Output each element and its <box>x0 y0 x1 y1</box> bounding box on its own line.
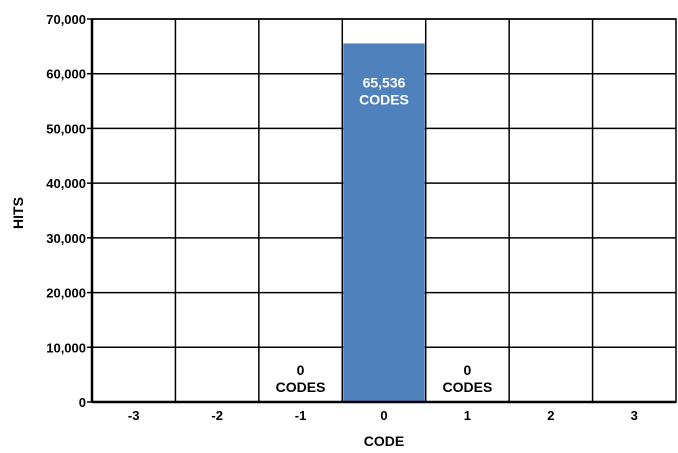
x-tick-label: 1 <box>464 408 471 423</box>
data-label: CODES <box>276 379 326 395</box>
x-tick-label: 0 <box>380 408 387 423</box>
data-label: 65,536 <box>363 74 406 90</box>
y-tick-label: 50,000 <box>46 121 86 136</box>
x-axis-ticks: -3 -2 -1 0 1 2 3 <box>128 408 638 423</box>
y-tick-label: 70,000 <box>46 12 86 27</box>
x-tick-label: 2 <box>547 408 554 423</box>
y-tick-label: 20,000 <box>46 286 86 301</box>
y-tick-label: 10,000 <box>46 340 86 355</box>
x-tick-label: -3 <box>128 408 140 423</box>
y-tick-label: 40,000 <box>46 176 86 191</box>
data-label: 0 <box>297 362 305 378</box>
y-tick-label: 30,000 <box>46 231 86 246</box>
plot-frame <box>90 18 677 404</box>
bar-0 <box>343 43 425 402</box>
y-tick-label: 0 <box>79 395 86 410</box>
data-label: CODES <box>443 379 493 395</box>
y-axis-ticks: 0 10,000 20,000 30,000 40,000 50,000 60,000 70,… <box>46 12 86 410</box>
x-tick-label: -1 <box>295 408 307 423</box>
y-axis-title: HITS <box>10 197 26 229</box>
data-label: CODES <box>359 91 409 107</box>
x-tick-label: 3 <box>631 408 638 423</box>
data-label: 0 <box>464 362 472 378</box>
bars <box>343 43 425 402</box>
x-axis-title: CODE <box>364 433 404 449</box>
y-tick-label: 60,000 <box>46 67 86 82</box>
x-tick-label: -2 <box>211 408 223 423</box>
